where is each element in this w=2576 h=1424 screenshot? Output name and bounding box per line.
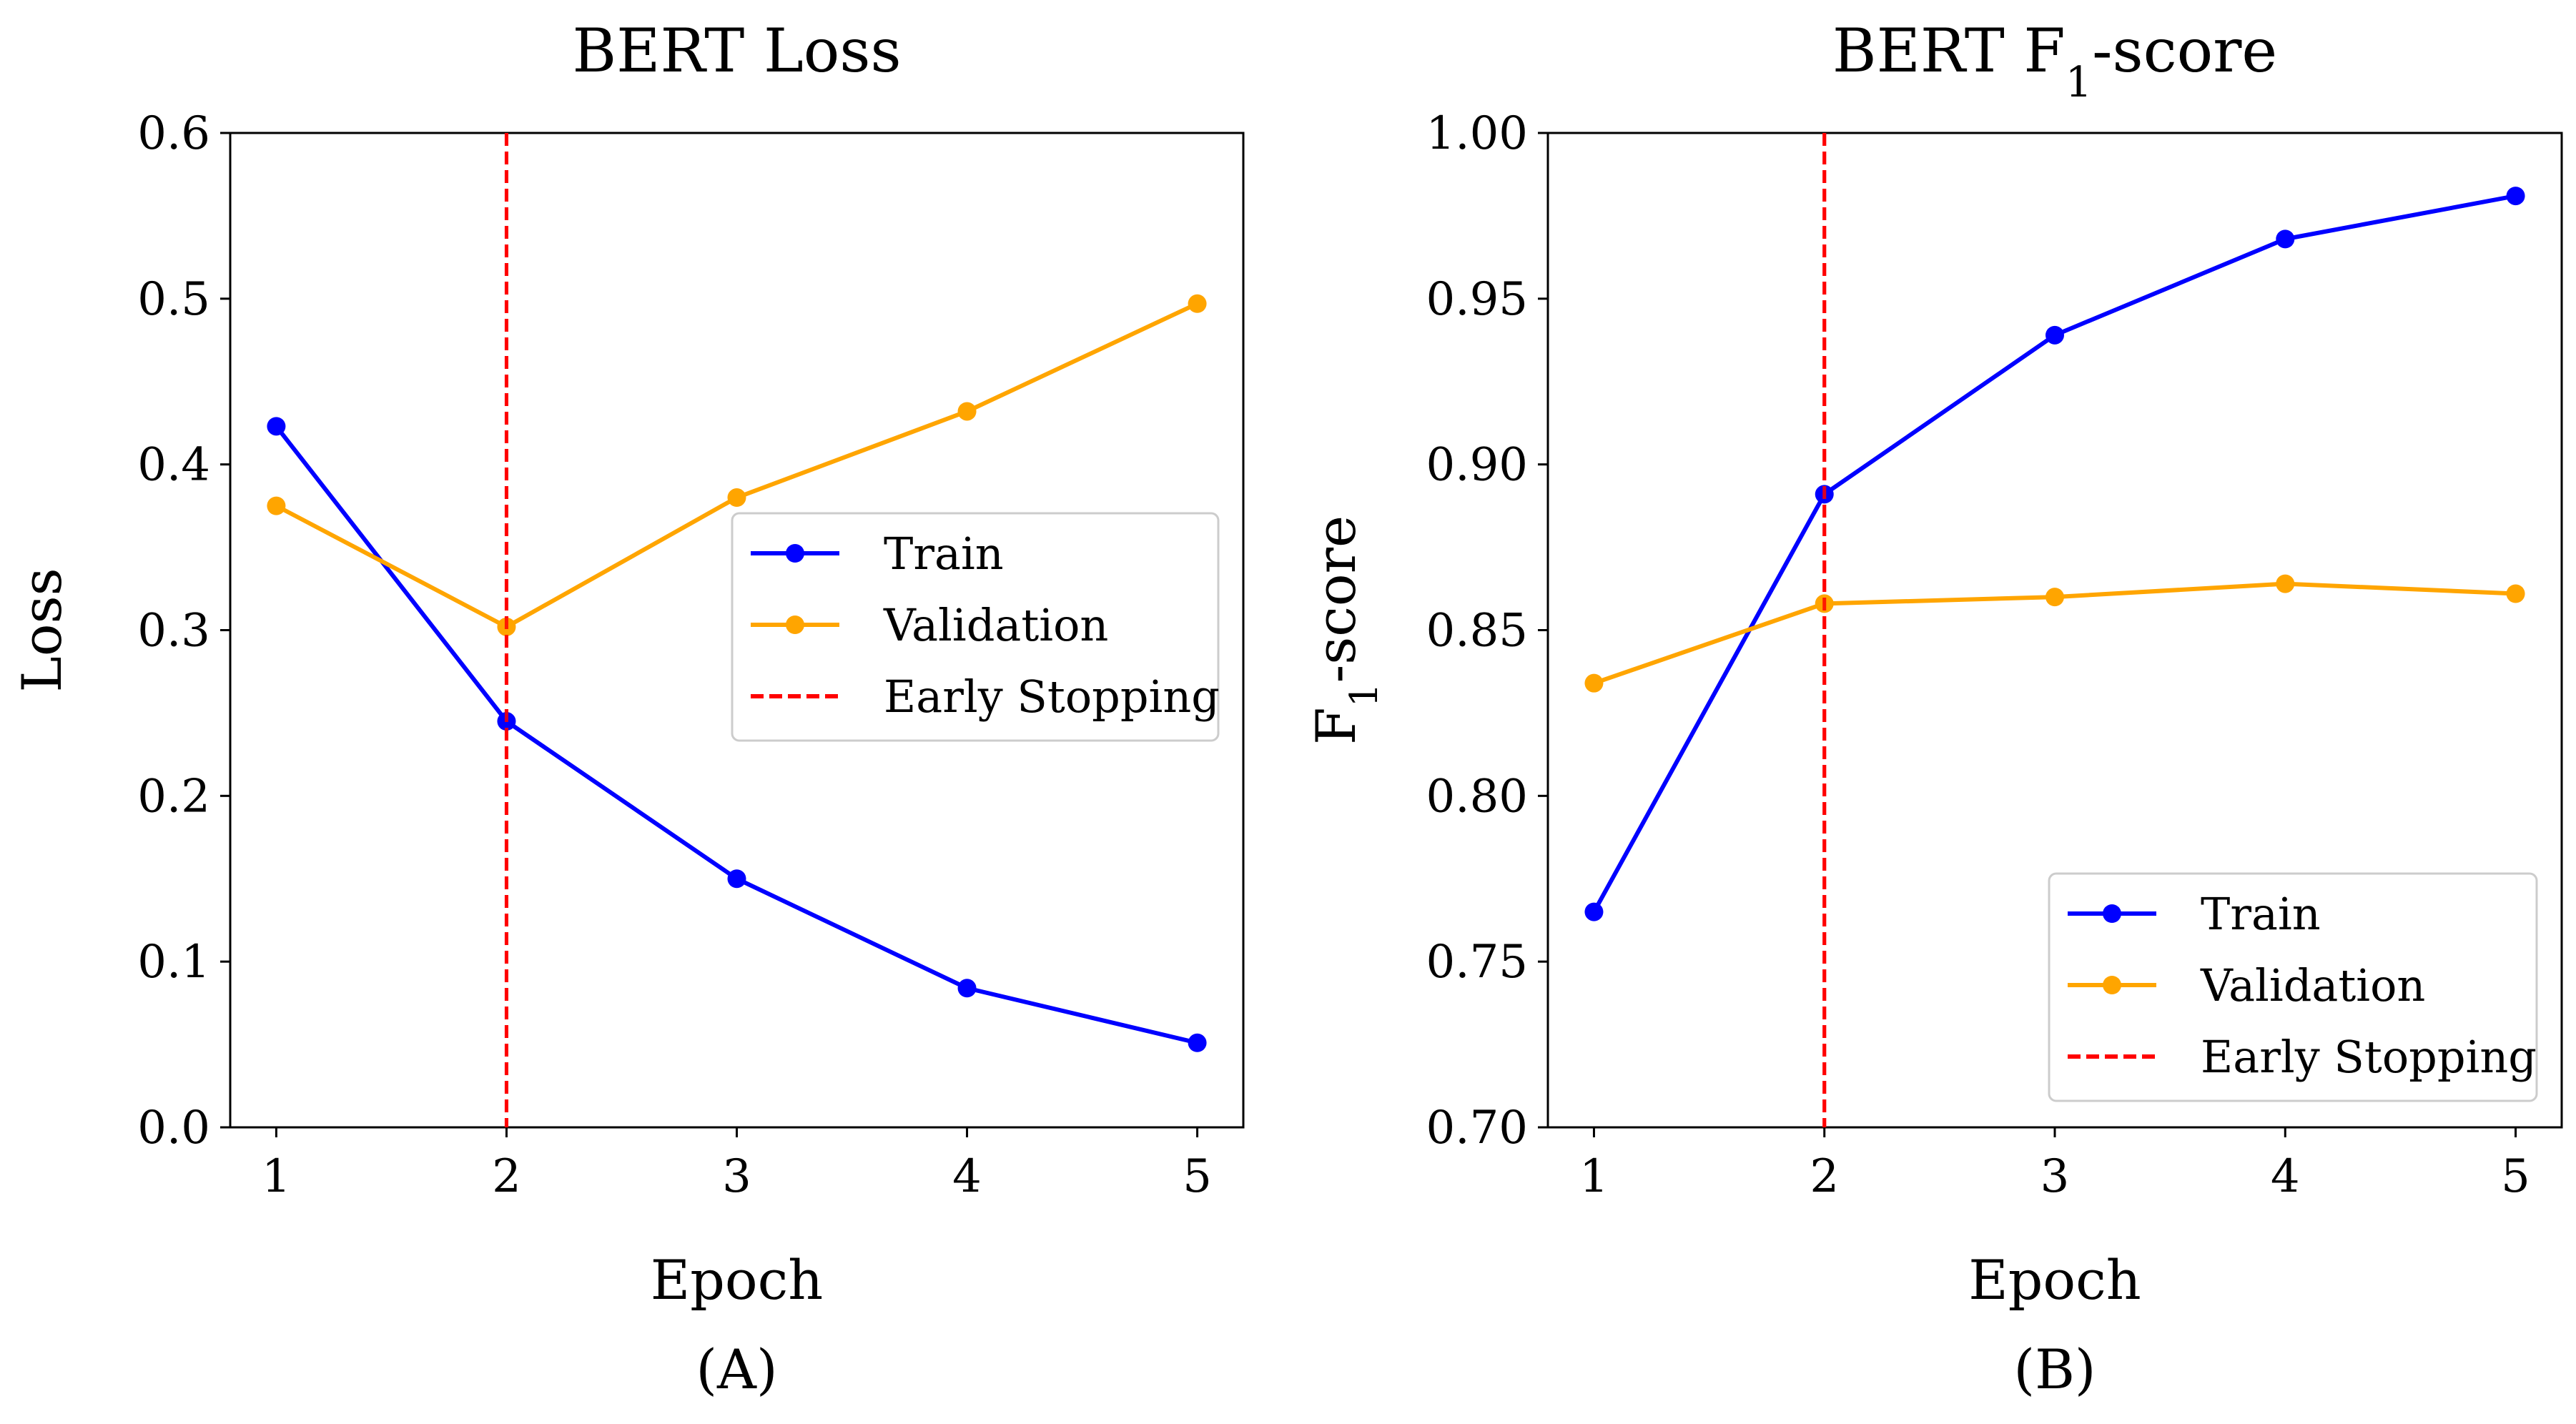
x-tick-label: 3 [722,1150,751,1203]
legend-marker [786,544,804,563]
y-tick-label: 0.70 [1426,1102,1529,1154]
legend-box [731,512,1220,742]
x-tick-label: 5 [2501,1150,2530,1203]
data-point-validation [1584,673,1604,693]
x-tick-label: 1 [1579,1150,1609,1203]
legend-label: Validation [883,599,1108,651]
legend-marker [786,615,804,634]
legend-box [2048,872,2538,1102]
x-axis-label: Epoch [651,1248,823,1312]
y-tick-label: 0.95 [1426,273,1529,326]
legend-label: Early Stopping [2201,1031,2537,1083]
y-tick-label: 1.00 [1426,107,1529,160]
series-line-train [1592,194,2517,914]
f1-chart: BERT F1-score 0.70 0.75 0.80 0.85 0.90 0.95 1.0… [1304,16,2563,1401]
y-axis-label: Loss [10,568,74,692]
panel-caption: (A) [696,1338,777,1401]
legend-label: Validation [2200,959,2425,1012]
y-tick-label: 0.0 [137,1102,210,1154]
data-point-train [957,979,977,998]
chart-title: BERT Loss [572,16,901,86]
y-tick-label: 0.5 [137,273,210,326]
y-tick-label: 0.80 [1426,770,1529,823]
legend-label: Train [884,528,1004,580]
data-point-validation [727,488,746,508]
x-tick-label: 2 [1810,1150,1839,1203]
y-tick-label: 0.85 [1426,605,1529,658]
chart-title: BERT F1-score [1832,16,2277,107]
panel-caption: (B) [2013,1338,2096,1401]
y-tick-label: 0.1 [137,936,210,989]
x-tick-label: 5 [1183,1150,1212,1203]
data-point-train [727,869,746,889]
data-point-train [1188,1033,1207,1052]
y-tick-label: 0.4 [137,439,210,492]
x-tick-label: 4 [2271,1150,2300,1203]
x-tick-label: 1 [262,1150,291,1203]
legend-label: Early Stopping [884,671,1220,723]
legend-label: Train [2201,888,2321,940]
data-point-validation [2045,588,2064,607]
legend: Train Validation Early Stopping [2048,872,2538,1102]
data-point-validation [2506,584,2525,603]
data-point-train [1584,902,1604,921]
loss-chart: BERT Loss 0.0 0.1 0.2 0.3 0.4 0.5 0.6 1 2 3 4 5 Epoch… [10,16,1245,1401]
y-tick-label: 0.6 [137,107,210,160]
data-point-validation [267,496,286,515]
legend-marker [2103,976,2121,994]
data-point-train [267,417,286,436]
data-point-validation [957,402,977,421]
y-tick-label: 0.90 [1426,439,1529,492]
x-tick-label: 4 [952,1150,982,1203]
legend: Train Validation Early Stopping [731,512,1220,742]
x-tick-label: 3 [2040,1150,2070,1203]
x-axis-label: Epoch [1968,1248,2141,1312]
y-tick-label: 0.2 [137,770,210,823]
data-point-train [2276,229,2295,249]
legend-marker [2103,904,2121,923]
data-point-validation [2276,574,2295,593]
y-tick-label: 0.75 [1426,936,1529,989]
data-point-train [2045,325,2064,345]
y-axis-label: F1-score [1304,515,1386,745]
data-point-train [2506,187,2525,206]
x-tick-label: 2 [492,1150,521,1203]
data-point-validation [1188,294,1207,313]
y-tick-label: 0.3 [137,605,210,658]
